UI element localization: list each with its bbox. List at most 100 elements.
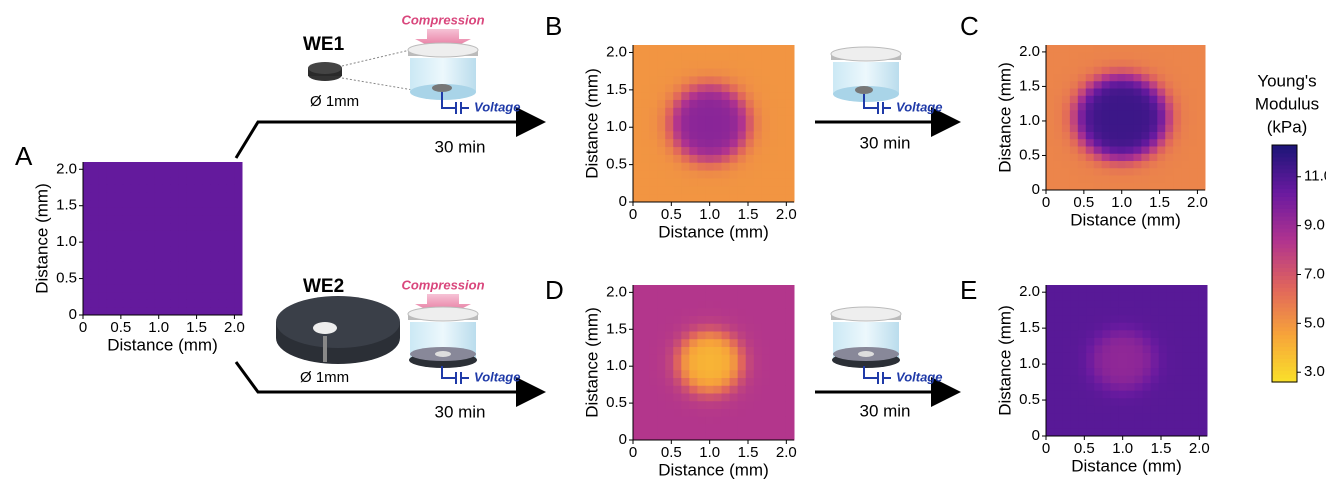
heatmap-cell — [657, 115, 666, 124]
heatmap-cell — [737, 323, 747, 332]
heatmap-cell — [1190, 337, 1200, 346]
heatmap-cell — [681, 186, 690, 195]
heatmap-cell — [1141, 110, 1150, 118]
heatmap-cell — [673, 308, 682, 317]
heatmap-cell — [1053, 95, 1063, 104]
heatmap-cell — [657, 323, 666, 332]
heatmap-cell — [226, 246, 235, 255]
heatmap-cell — [1126, 322, 1136, 331]
heatmap-cell — [1198, 405, 1208, 414]
heatmap-cell — [713, 45, 723, 54]
heatmap-cell — [681, 194, 690, 203]
heatmap-cell — [713, 292, 723, 301]
heatmap-cell — [1165, 52, 1174, 60]
heatmap-cell — [1046, 124, 1055, 133]
heatmap-cell — [713, 354, 723, 363]
heatmap-cell — [761, 99, 771, 109]
heatmap-cell — [1085, 110, 1095, 118]
heatmap-cell — [665, 178, 674, 187]
heatmap-cell — [1165, 161, 1174, 169]
heatmap-cell — [178, 200, 187, 209]
heatmap-cell — [1126, 307, 1136, 316]
heatmap-cell — [234, 284, 243, 293]
heatmap-cell — [673, 139, 682, 148]
heatmap-cell — [1181, 153, 1190, 162]
heatmap-cell — [194, 269, 203, 278]
diameter: Ø 1mm — [300, 369, 349, 386]
heatmap-cell — [713, 107, 723, 117]
heatmap-cell — [1118, 368, 1127, 377]
heatmap-cell — [194, 307, 203, 316]
heatmap-cell — [777, 285, 787, 294]
heatmap-cell — [761, 331, 771, 340]
colorbar-title: Modulus — [1255, 94, 1319, 113]
heatmap-cell — [1117, 182, 1126, 191]
x-axis-label: Distance (mm) — [658, 222, 769, 241]
heatmap-cell — [1109, 52, 1119, 60]
heatmap-cell — [1181, 95, 1190, 104]
heatmap-cell — [1046, 153, 1055, 162]
heatmap-cell — [202, 207, 211, 217]
heatmap-cell — [1157, 59, 1166, 68]
heatmap-cell — [178, 215, 187, 224]
heatmap-cell — [1134, 345, 1144, 354]
heatmap-cell — [83, 200, 92, 209]
heatmap-cell — [1126, 330, 1136, 339]
heatmap-cell — [1053, 74, 1063, 82]
heatmap-cell — [1174, 300, 1184, 309]
heatmap-cell — [665, 339, 674, 348]
colorbar-cell — [1272, 334, 1297, 340]
heatmap-cell — [649, 162, 658, 172]
heatmap-cell — [641, 401, 650, 410]
heatmap-cell — [1174, 360, 1184, 369]
heatmap-cell — [1062, 420, 1071, 429]
heatmap-cell — [130, 292, 140, 301]
heatmap-cell — [1102, 337, 1111, 346]
heatmap-cell — [753, 68, 763, 77]
stimulus: Voltage — [896, 99, 942, 114]
heatmap-cell — [649, 92, 658, 101]
heatmap-cell — [130, 200, 140, 209]
heatmap-cell — [713, 60, 723, 70]
heatmap-cell — [1181, 117, 1190, 126]
heatmap-cell — [1141, 161, 1150, 169]
heatmap-cell — [138, 292, 148, 301]
heatmap-cell — [705, 316, 714, 325]
heatmap-cell — [721, 424, 731, 433]
heatmap-cell — [705, 178, 714, 187]
heatmap-cell — [761, 370, 771, 379]
heatmap-cell — [226, 169, 235, 178]
heatmap-cell — [1086, 292, 1095, 301]
heatmap-cell — [785, 424, 795, 433]
heatmap-cell — [1182, 285, 1192, 294]
heatmap-cell — [769, 308, 779, 317]
heatmap-cell — [1101, 103, 1111, 111]
heatmap-cell — [98, 269, 108, 278]
heatmap-cell — [1141, 132, 1150, 140]
heatmap-cell — [753, 401, 763, 410]
heatmap-cell — [83, 230, 92, 239]
heatmap-cell — [1062, 292, 1071, 301]
heatmap-cell — [721, 401, 731, 410]
heatmap-cell — [681, 45, 690, 54]
heatmap-cell — [234, 192, 243, 201]
heatmap-cell — [729, 52, 739, 62]
heatmap-cell — [1181, 74, 1190, 82]
heatmap-cell — [697, 308, 706, 317]
heatmap-cell — [1061, 168, 1071, 176]
heatmap-cell — [1181, 88, 1190, 97]
heatmap-cell — [769, 432, 779, 441]
heatmap-cell — [753, 378, 763, 387]
heatmap-cell — [1158, 375, 1168, 384]
heatmap-cell — [1085, 66, 1095, 75]
heatmap-cell — [226, 230, 235, 239]
heatmap-cell — [1133, 175, 1142, 184]
heatmap-cell — [170, 299, 179, 308]
heatmap-cell — [721, 115, 731, 124]
colorbar-cell — [1272, 374, 1297, 379]
heatmap-cell — [753, 76, 763, 85]
heatmap-cell — [1062, 315, 1071, 324]
heatmap-cell — [1165, 146, 1174, 155]
heatmap-cell — [1085, 182, 1095, 191]
heatmap-cell — [737, 60, 747, 70]
